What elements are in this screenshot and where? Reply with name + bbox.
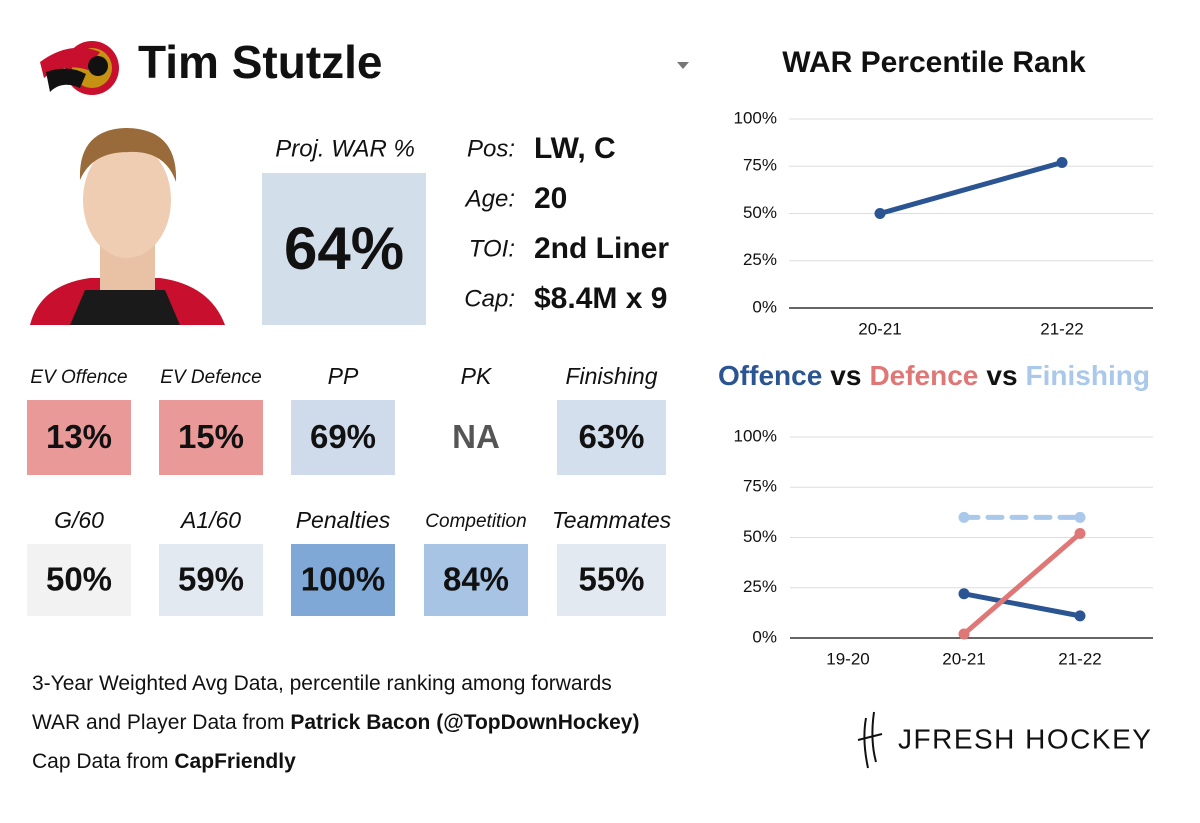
data-point (958, 628, 970, 640)
tile-box (557, 544, 666, 616)
tile-label: PP (328, 363, 359, 389)
y-tick-label: 0% (752, 297, 777, 316)
y-tick-label: 75% (743, 477, 777, 496)
tile-label: EV Defence (160, 367, 261, 388)
y-tick-label: 0% (752, 627, 777, 646)
footer-segment: WAR and Player Data from (32, 711, 290, 734)
brand: JFRESH HOCKEY (898, 723, 1152, 754)
data-point (958, 588, 970, 600)
tile-box (159, 544, 263, 616)
footer-segment: CapFriendly (174, 750, 296, 773)
tile-value: 69% (310, 418, 376, 455)
tile-value: 100% (301, 561, 385, 598)
title-series-name: Offence (718, 360, 822, 391)
y-tick-label: 75% (743, 156, 777, 175)
footer-segment: Cap Data from (32, 750, 174, 773)
bio-value: 2nd Liner (534, 232, 669, 265)
bio-label: Pos: (467, 135, 515, 162)
data-point (1074, 511, 1086, 523)
data-point (874, 208, 886, 219)
data-point (1056, 156, 1068, 168)
x-tick-label: 21-22 (1058, 649, 1101, 668)
player-name: Tim Stutzle (138, 36, 383, 88)
title-series-name: Defence (869, 360, 978, 391)
tile-box (291, 400, 395, 475)
tile-label: Finishing (565, 363, 657, 389)
y-tick-label: 50% (743, 527, 777, 546)
tile-value: 63% (578, 418, 644, 455)
team-logo (40, 41, 119, 95)
data-point (1074, 610, 1086, 622)
footer-line: WAR and Player Data from Patrick Bacon (… (32, 711, 639, 734)
footer-segment: 3-Year Weighted Avg Data, percentile ran… (32, 672, 612, 695)
tile-value: 59% (178, 561, 244, 598)
bio-value: $8.4M x 9 (534, 282, 667, 315)
footer-segment: Patrick Bacon (@TopDownHockey) (290, 711, 639, 734)
bio: Pos: LW, C Age: 20 TOI: 2nd Liner Cap: $8.4M x … (464, 132, 670, 315)
series-line (961, 591, 1083, 619)
y-tick-label: 100% (734, 426, 777, 445)
x-tick-label: 20-21 (858, 319, 901, 338)
x-tick-label: 19-20 (826, 649, 869, 668)
chart-title: Offence vs Defence vs Finishing (718, 360, 1150, 391)
tile-label: PK (461, 363, 493, 389)
data-point (958, 511, 970, 523)
bio-value: 20 (534, 182, 567, 215)
tile-label: Competition (425, 511, 526, 532)
footer-line: 3-Year Weighted Avg Data, percentile ran… (32, 672, 612, 695)
dropdown-caret[interactable] (677, 62, 689, 69)
y-tick-label: 25% (743, 577, 777, 596)
bio-label: Cap: (464, 285, 515, 312)
tile-box (27, 544, 131, 616)
y-tick-label: 50% (743, 203, 777, 222)
x-tick-label: 20-21 (942, 649, 985, 668)
tile-value: 15% (178, 418, 244, 455)
tile-label: EV Offence (30, 367, 127, 388)
proj-war-value: 64% (284, 215, 404, 282)
bio-label: TOI: (469, 235, 515, 262)
player-photo (30, 128, 225, 325)
series-line (961, 530, 1083, 637)
x-tick-label: 21-22 (1040, 319, 1083, 338)
series-line (877, 159, 1065, 216)
proj-war-label: Proj. WAR % (275, 135, 415, 162)
y-tick-label: 25% (743, 250, 777, 269)
footer: 3-Year Weighted Avg Data, percentile ran… (32, 672, 639, 773)
data-point (1074, 527, 1086, 539)
tile-value: NA (452, 418, 500, 455)
bio-label: Age: (464, 185, 515, 212)
tile-value: 50% (46, 561, 112, 598)
tile-box (291, 544, 395, 616)
tile-label: Penalties (296, 507, 391, 533)
title-joiner: vs (986, 360, 1017, 391)
bio-value: LW, C (534, 132, 616, 165)
title-series-name: Finishing (1026, 360, 1150, 391)
tile-value: 55% (578, 561, 644, 598)
tile-box (27, 400, 131, 475)
chart-title: WAR Percentile Rank (782, 46, 1086, 79)
tile-label: A1/60 (179, 507, 241, 533)
charts: WAR Percentile Rank 0% 25% 50% 75% 100% 20-21 2… (718, 46, 1153, 668)
y-tick-label: 100% (734, 108, 777, 127)
proj-war-box (262, 173, 426, 325)
tile-label: Teammates (552, 507, 672, 533)
tile-box (557, 400, 666, 475)
tile-box (159, 400, 263, 475)
brand-icon (857, 711, 883, 769)
footer-line: Cap Data from CapFriendly (32, 750, 296, 773)
tile-value: 13% (46, 418, 112, 455)
title-joiner: vs (830, 360, 861, 391)
tile-label: G/60 (54, 507, 104, 533)
tile-box (424, 544, 528, 616)
tile-value: 84% (443, 561, 509, 598)
stat-tiles: EV Offence 13% EV Defence 15% PP 69% PK NA Finis… (27, 363, 672, 616)
